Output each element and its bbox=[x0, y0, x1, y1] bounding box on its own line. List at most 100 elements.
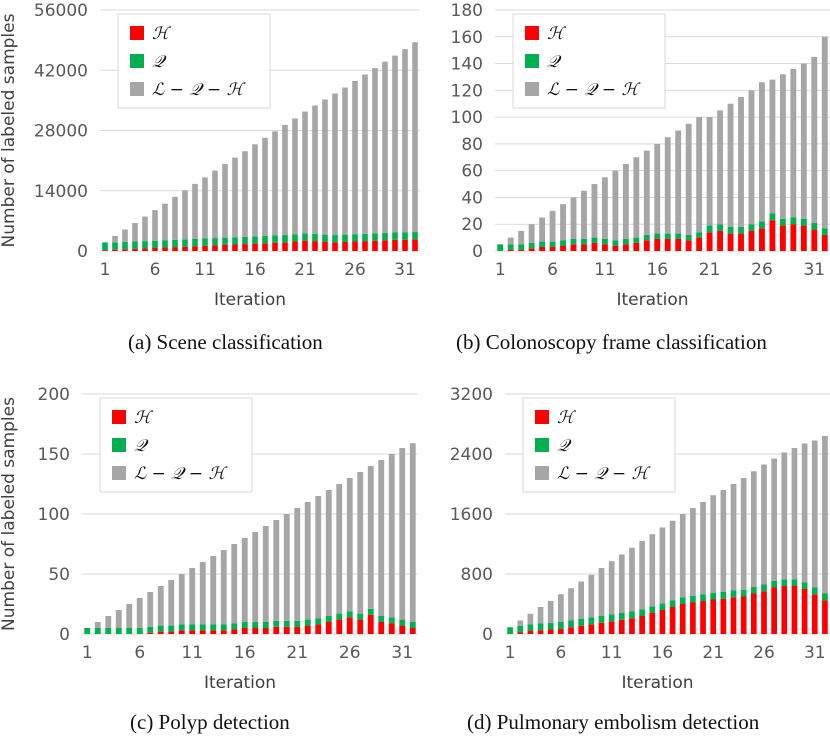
bar-q-9 bbox=[168, 625, 175, 632]
bar-q-17 bbox=[252, 622, 259, 628]
bar-h-9 bbox=[588, 624, 595, 634]
y-tick-label: 800 bbox=[461, 565, 493, 585]
bar-h-15 bbox=[649, 613, 656, 634]
legend-label-q: 𝒬 bbox=[547, 52, 562, 72]
bar-rest-17 bbox=[664, 137, 671, 234]
bar-h-24 bbox=[332, 242, 338, 251]
bar-h-17 bbox=[252, 628, 259, 634]
x-tick-label: 16 bbox=[244, 260, 266, 280]
bar-rest-18 bbox=[679, 514, 686, 598]
bar-rest-10 bbox=[192, 183, 198, 239]
bar-rest-4 bbox=[537, 607, 544, 624]
legend-swatch-h bbox=[112, 410, 126, 424]
bar-q-18 bbox=[262, 622, 269, 628]
bar-q-7 bbox=[147, 626, 154, 633]
legend-label-h: ℋ bbox=[547, 24, 567, 44]
bar-rest-13 bbox=[622, 163, 629, 239]
bar-q-21 bbox=[302, 233, 308, 241]
bar-rest-3 bbox=[527, 613, 534, 625]
y-tick-label: 150 bbox=[38, 445, 70, 465]
bar-h-11 bbox=[202, 245, 208, 251]
bar-h-9 bbox=[581, 244, 587, 251]
bar-q-4 bbox=[132, 241, 138, 249]
y-tick-label: 50 bbox=[48, 565, 70, 585]
bar-q-24 bbox=[738, 226, 744, 234]
bar-q-32 bbox=[412, 232, 418, 240]
bar-q-22 bbox=[312, 233, 318, 242]
bar-h-7 bbox=[560, 245, 566, 251]
bar-q-25 bbox=[750, 586, 757, 594]
bar-rest-14 bbox=[639, 541, 645, 610]
legend-swatch-q bbox=[130, 54, 144, 68]
bar-rest-5 bbox=[539, 217, 546, 242]
bar-q-8 bbox=[570, 238, 577, 245]
bar-q-24 bbox=[325, 616, 332, 622]
bar-h-32 bbox=[412, 239, 418, 251]
bar-h-10 bbox=[192, 246, 198, 251]
bar-q-14 bbox=[639, 609, 645, 616]
bar-h-12 bbox=[199, 630, 206, 634]
bar-q-1 bbox=[102, 242, 108, 251]
bar-h-29 bbox=[382, 240, 388, 251]
bar-rest-16 bbox=[252, 144, 258, 237]
bar-rest-5 bbox=[126, 604, 133, 628]
bar-rest-2 bbox=[507, 237, 514, 245]
bar-q-10 bbox=[591, 237, 598, 243]
bar-h-26 bbox=[352, 241, 358, 251]
bar-q-5 bbox=[539, 241, 546, 247]
bar-q-27 bbox=[771, 580, 777, 588]
bar-q-11 bbox=[608, 614, 615, 622]
bar-h-12 bbox=[618, 619, 625, 634]
bar-q-3 bbox=[527, 624, 534, 631]
x-tick-label: 11 bbox=[594, 260, 616, 280]
bar-h-25 bbox=[748, 230, 755, 251]
bar-h-6 bbox=[558, 628, 564, 634]
bar-rest-11 bbox=[608, 561, 615, 615]
bar-q-4 bbox=[528, 242, 535, 249]
bar-h-16 bbox=[654, 238, 661, 251]
bar-q-25 bbox=[748, 224, 755, 231]
bar-rest-27 bbox=[769, 79, 776, 214]
bar-rest-26 bbox=[761, 464, 767, 585]
bar-q-14 bbox=[220, 624, 227, 631]
bar-h-9 bbox=[182, 246, 188, 251]
bar-q-1 bbox=[507, 627, 513, 634]
bar-rest-14 bbox=[220, 550, 227, 625]
bar-h-29 bbox=[790, 224, 797, 251]
bar-rest-9 bbox=[581, 190, 587, 239]
x-tick-label: 21 bbox=[294, 260, 316, 280]
bar-h-20 bbox=[283, 626, 290, 634]
bar-h-4 bbox=[132, 248, 138, 251]
bar-h-22 bbox=[720, 598, 727, 634]
bar-rest-12 bbox=[612, 170, 619, 241]
bar-q-31 bbox=[811, 587, 818, 595]
y-tick-label: 28000 bbox=[34, 122, 88, 142]
bar-h-14 bbox=[639, 616, 645, 634]
x-tick-label: 6 bbox=[555, 643, 566, 663]
bar-h-28 bbox=[779, 225, 786, 251]
legend-label-q: 𝒬 bbox=[134, 436, 149, 456]
bar-rest-20 bbox=[696, 117, 703, 233]
bar-q-23 bbox=[322, 234, 328, 242]
bar-h-21 bbox=[294, 626, 301, 634]
bar-q-26 bbox=[346, 611, 353, 618]
bar-rest-18 bbox=[272, 131, 278, 236]
bar-rest-29 bbox=[378, 460, 385, 616]
bar-h-4 bbox=[528, 248, 535, 251]
bar-h-31 bbox=[399, 625, 406, 634]
x-tick-label: 1 bbox=[505, 643, 516, 663]
caption-c: (c) Polyp detection bbox=[130, 710, 290, 734]
bar-q-23 bbox=[730, 590, 737, 598]
bar-q-25 bbox=[342, 234, 348, 242]
y-tick-label: 100 bbox=[38, 505, 70, 525]
bar-rest-29 bbox=[382, 61, 388, 233]
bar-q-28 bbox=[781, 579, 788, 586]
bar-rest-21 bbox=[294, 508, 301, 621]
bar-q-1 bbox=[84, 628, 91, 634]
bar-rest-24 bbox=[740, 478, 747, 590]
bar-q-1 bbox=[497, 244, 504, 251]
bar-q-6 bbox=[558, 622, 564, 629]
y-tick-label: 60 bbox=[461, 162, 483, 182]
bar-h-23 bbox=[727, 233, 734, 251]
legend-label-h: ℋ bbox=[557, 408, 577, 428]
